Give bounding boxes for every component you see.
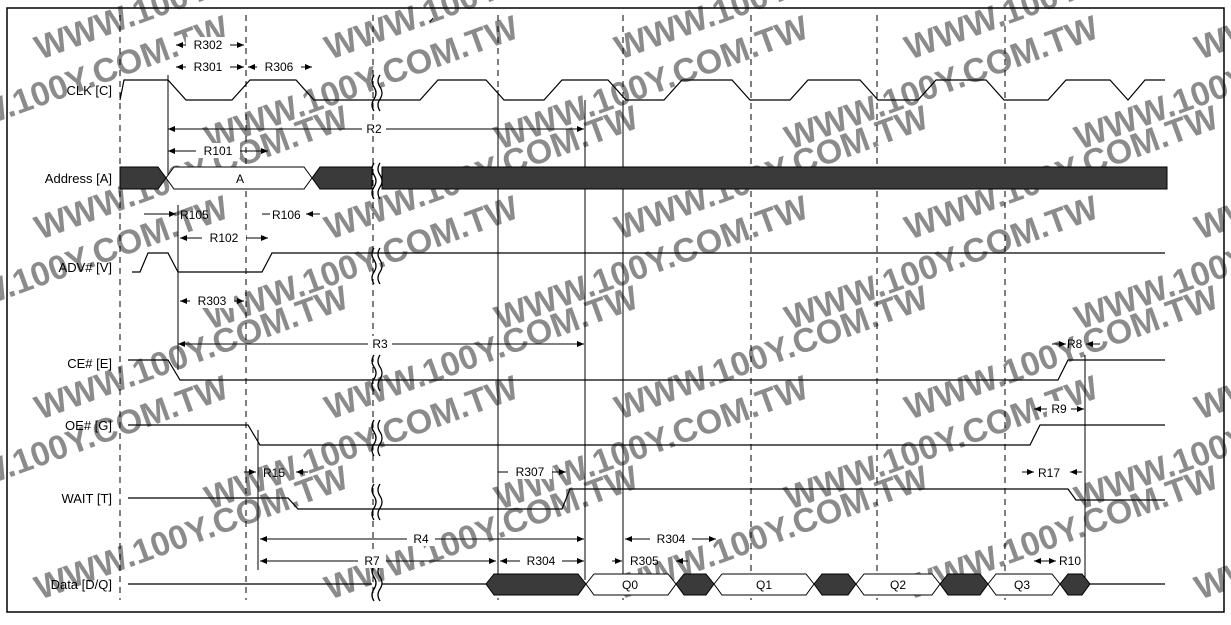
data-bus: Q0 Q1 Q2 Q3	[128, 573, 1165, 596]
timing-label-r9: R9	[1051, 402, 1067, 416]
signal-label-clk: CLK [C]	[66, 83, 112, 98]
oe-waveform	[128, 424, 1165, 446]
timing-label-r101: R101	[204, 144, 233, 158]
timing-label-r106: R106	[272, 208, 301, 222]
data-q2-label: Q2	[890, 578, 906, 592]
timing-label-r2: R2	[366, 122, 382, 136]
timing-label-r301: R301	[194, 60, 223, 74]
timing-label-r304-upper: R304	[657, 532, 686, 546]
timing-label-r105: R105	[180, 208, 209, 222]
timing-label-r102: R102	[210, 231, 239, 245]
timing-label-r303: R303	[198, 294, 227, 308]
ce-waveform	[128, 359, 1165, 381]
signal-label-adv: ADV# [V]	[59, 260, 112, 275]
clk-waveform	[119, 79, 1165, 101]
timing-label-r7: R7	[364, 554, 380, 568]
wait-waveform	[128, 488, 1165, 510]
timing-label-r4: R4	[413, 532, 429, 546]
break-marks	[371, 74, 383, 602]
timing-label-r15: R15	[263, 466, 285, 480]
timing-label-r305: R305	[630, 554, 659, 568]
signal-label-oe: OE# [G]	[65, 418, 112, 433]
timing-label-r8: R8	[1067, 337, 1083, 351]
watermark-text: WWW.100Y.COM.TW	[1190, 0, 1231, 68]
data-q1-label: Q1	[756, 578, 772, 592]
timing-label-r306: R306	[265, 60, 294, 74]
top-tick-mark	[429, 17, 434, 23]
adv-waveform	[132, 252, 1165, 273]
timing-labels: R302 R301 R306 R2 R101 R105 R106 R102 R3…	[180, 37, 1083, 568]
timing-label-r17: R17	[1038, 466, 1060, 480]
timing-label-r304-lower: R304	[527, 554, 556, 568]
timing-label-r10: R10	[1059, 554, 1081, 568]
data-q3-label: Q3	[1014, 578, 1030, 592]
address-bus: A	[119, 166, 1168, 190]
signal-label-data: Data [D/Q]	[51, 577, 112, 592]
timing-label-r3: R3	[372, 337, 388, 351]
data-q0-label: Q0	[622, 578, 638, 592]
watermark: WWW.100Y.COM.TWWWW.100Y.COM.TWWWW.100Y.C…	[0, 0, 1231, 608]
address-value: A	[236, 172, 244, 186]
diagram-border	[6, 7, 1225, 613]
timing-label-r302: R302	[194, 38, 223, 52]
signal-label-wait: WAIT [T]	[61, 491, 112, 506]
signal-label-address: Address [A]	[45, 171, 112, 186]
signal-label-ce: CE# [E]	[67, 356, 112, 371]
timing-label-r307: R307	[516, 465, 545, 479]
